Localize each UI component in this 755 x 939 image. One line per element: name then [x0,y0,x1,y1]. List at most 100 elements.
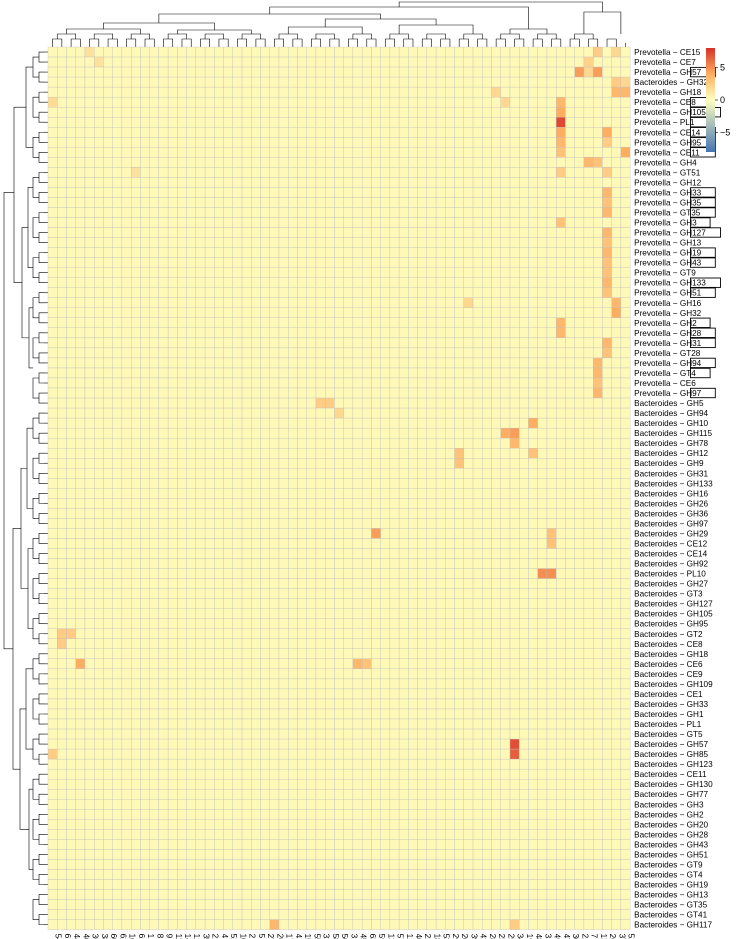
heatmap-cell [509,227,520,238]
heatmap-cell [408,638,418,649]
heatmap-cell [408,76,418,88]
heatmap-cell [417,658,428,670]
heatmap-cell [500,748,511,760]
heatmap-cell [297,488,307,499]
heatmap-cell [195,347,206,359]
heatmap-cell [500,187,511,198]
heatmap-cell [130,247,141,258]
heatmap-cell [288,578,298,589]
heatmap-cell [130,458,141,469]
heatmap-cell [583,317,594,329]
heatmap-cell [204,478,215,489]
heatmap-cell [343,598,354,609]
heatmap-cell [500,628,511,639]
heatmap-cell [241,548,252,559]
heatmap-cell [315,117,326,128]
heatmap-cell [528,117,538,128]
heatmap-cell [398,287,409,298]
heatmap-cell [620,397,631,409]
heatmap-cell [371,137,381,148]
heatmap-cell [361,618,372,629]
heatmap-cell [94,117,104,128]
dendrogram-branch [38,673,44,685]
heatmap-cell [214,397,224,409]
heatmap-cell [112,56,123,68]
heatmap-cell [149,147,160,158]
heatmap-cell [75,427,86,439]
heatmap-cell [195,728,206,740]
heatmap-cell [241,738,252,750]
heatmap-cell [500,588,511,599]
heatmap-cell [371,167,381,178]
heatmap-cell [352,468,363,479]
heatmap-cell [352,407,363,419]
heatmap-cell [306,558,317,569]
heatmap-cell [241,588,252,599]
heatmap-cell [57,147,67,158]
heatmap-cell [546,277,557,288]
heatmap-cell [435,598,446,609]
heatmap-cell [158,107,169,118]
heatmap-cell [269,407,280,419]
heatmap-cell [500,478,511,489]
heatmap-cell [297,137,307,148]
heatmap-cell [47,508,58,519]
heatmap-cell [334,96,344,108]
heatmap-cell [528,758,538,770]
heatmap-cell [140,568,150,579]
heatmap-cell [454,558,464,569]
heatmap-cell [260,779,270,790]
heatmap-cell [528,297,538,308]
heatmap-cell [602,458,612,469]
heatmap-cell [509,96,520,108]
heatmap-cell [528,638,538,649]
heatmap-cell [204,56,215,68]
heatmap-cell [167,317,178,329]
heatmap-cell [482,76,492,88]
heatmap-cell [130,287,141,298]
heatmap-cell [167,197,178,208]
heatmap-cell [371,738,381,750]
heatmap-cell [297,718,307,730]
heatmap-cell [463,307,474,318]
heatmap-cell [167,638,178,649]
heatmap-cell [75,247,86,258]
heatmap-cell [204,558,215,569]
heatmap-cell [408,417,418,429]
heatmap-cell [47,768,58,780]
heatmap-cell [519,458,529,469]
heatmap-cell [204,548,215,559]
heatmap-cell [352,107,363,118]
heatmap-cell [500,417,511,429]
heatmap-cell [66,56,76,68]
heatmap-cell [334,277,344,288]
heatmap-cell [426,227,437,238]
heatmap-cell [223,508,233,519]
heatmap-cell [592,698,603,710]
heatmap-cell [620,648,631,660]
heatmap-cell [380,287,391,298]
heatmap-cell [130,548,141,559]
heatmap-cell [352,397,363,409]
dendrogram-branch [32,337,39,359]
heatmap-cell [482,377,492,389]
heatmap-cell [241,568,252,579]
heatmap-cell [592,468,603,479]
heatmap-cell [343,66,354,78]
heatmap-cell [574,688,585,700]
heatmap-cell [232,66,243,78]
heatmap-cell [130,478,141,489]
heatmap-cell [592,267,603,278]
heatmap-cell [149,367,160,379]
heatmap-cell [121,628,132,639]
heatmap-cell [565,608,575,619]
heatmap-cell [361,247,372,258]
dendrogram-branch [384,38,395,43]
heatmap-cell [158,628,169,639]
heatmap-cell [84,538,95,549]
heatmap-cell [620,297,631,308]
heatmap-cell [472,187,483,198]
heatmap-cell [592,658,603,670]
heatmap-cell [260,768,270,780]
heatmap-cell [47,678,58,690]
